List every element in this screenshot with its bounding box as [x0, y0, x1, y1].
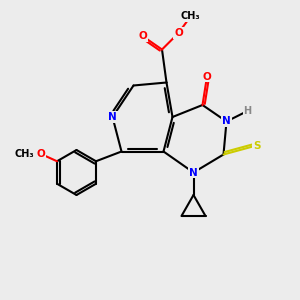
Text: S: S: [253, 140, 260, 151]
Text: CH₃: CH₃: [14, 149, 34, 159]
Text: N: N: [222, 116, 231, 127]
Text: N: N: [108, 112, 117, 122]
Text: O: O: [36, 149, 45, 159]
Text: O: O: [138, 31, 147, 41]
Text: O: O: [202, 71, 211, 82]
Text: CH₃: CH₃: [181, 11, 200, 22]
Text: H: H: [243, 106, 252, 116]
Text: O: O: [174, 28, 183, 38]
Text: N: N: [189, 167, 198, 178]
